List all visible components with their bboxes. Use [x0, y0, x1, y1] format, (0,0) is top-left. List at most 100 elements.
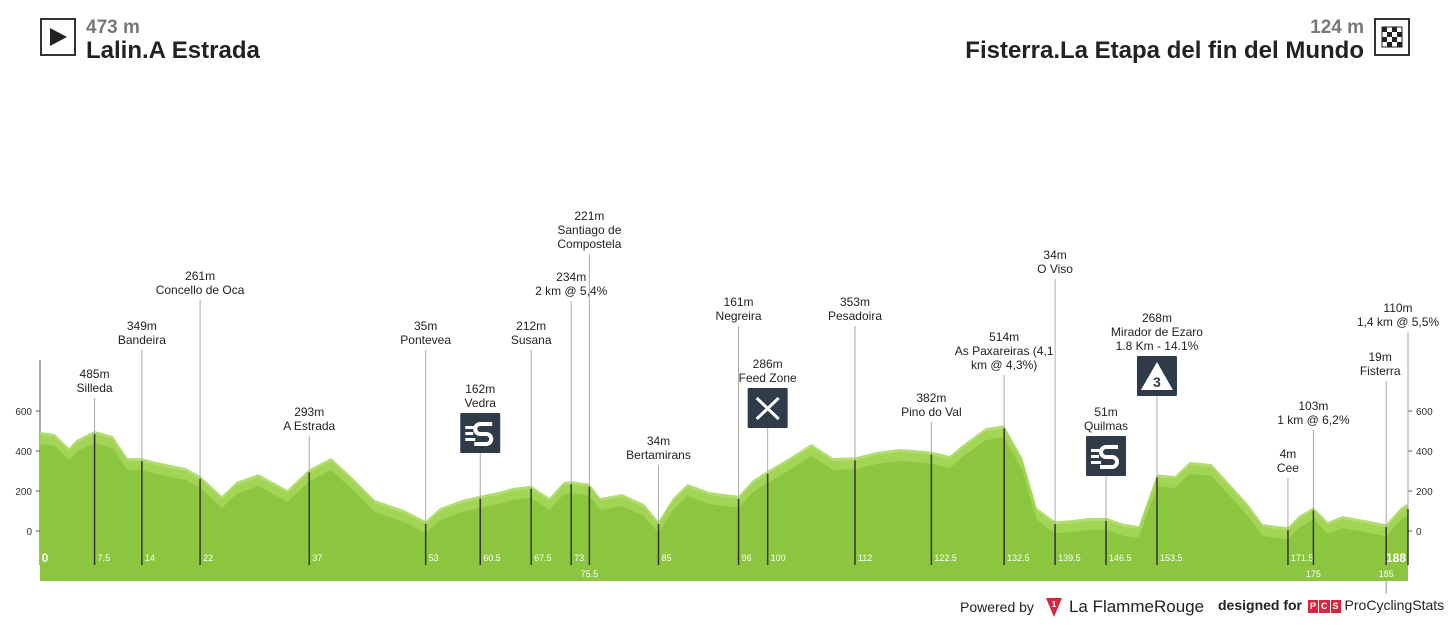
km-axis-bar: [40, 565, 1408, 581]
marker-elevation-label: 349m: [127, 319, 157, 333]
start-play-icon: [40, 18, 76, 56]
marker-name-label: Quilmas: [1084, 419, 1128, 433]
marker-name-label: Bertamirans: [626, 448, 691, 462]
y-tick-label-right: 400: [1416, 447, 1433, 458]
marker-name-label: Pino do Val: [901, 405, 962, 419]
profile-highlight: [40, 425, 1408, 540]
marker-name-label: Compostela: [557, 237, 621, 251]
finish-flag-icon: [1374, 18, 1410, 56]
marker-elevation-label: 34m: [647, 434, 670, 448]
x-tick-label: 132.5: [1007, 553, 1030, 563]
marker-name-label: Feed Zone: [739, 371, 797, 385]
marker-elevation-label: 293m: [294, 405, 324, 419]
y-tick-label-left: 400: [15, 447, 32, 458]
x-tick-label: 73: [574, 553, 584, 563]
sprint-stripe: [465, 426, 476, 429]
x-tick-label: 188: [1386, 551, 1406, 565]
marker-elevation-label: 34m: [1043, 248, 1066, 262]
marker-name-label: Cee: [1277, 461, 1299, 475]
x-tick-label: 0: [42, 551, 49, 565]
marker-name-label: A Estrada: [283, 419, 335, 433]
marker-elevation-label: 162m: [465, 382, 495, 396]
marker-elevation-label: 485m: [80, 367, 110, 381]
marker-name-label: Pontevea: [400, 333, 451, 347]
start-header: 473 m Lalin.A Estrada: [40, 18, 260, 64]
x-tick-label: 100: [771, 553, 786, 563]
x-tick-label: 60.5: [483, 553, 501, 563]
sprint-stripe: [1091, 455, 1100, 458]
x-tick-label: 85: [662, 553, 672, 563]
x-tick-label: 175: [1306, 569, 1321, 579]
marker-elevation-label: 35m: [414, 319, 437, 333]
sprint-s-glyph: [473, 422, 494, 446]
designed-for-text: designed for: [1218, 596, 1303, 613]
marker-name-label: 1.8 Km - 14.1%: [1116, 339, 1199, 353]
x-tick-label: 171.5: [1291, 553, 1314, 563]
marker-elevation-label: 110m: [1383, 301, 1412, 315]
marker-elevation-label: 221m: [574, 209, 604, 223]
kom-triangle-glyph: [1140, 362, 1173, 390]
marker-name-label: O Viso: [1037, 262, 1073, 276]
x-tick-label: 75.5: [581, 569, 599, 579]
marker-elevation-label: 161m: [724, 295, 754, 309]
marker-elevation-label: 234m: [556, 270, 586, 284]
y-tick-label-right: 600: [1416, 407, 1433, 418]
y-tick-label-right: 200: [1416, 487, 1433, 498]
marker-elevation-label: 19m: [1368, 350, 1391, 364]
x-tick-label: 122.5: [934, 553, 957, 563]
powered-by-text: Powered by: [960, 599, 1034, 615]
marker-name-label: Fisterra: [1360, 364, 1401, 378]
sprint-stripe: [1091, 449, 1102, 452]
sprint-s-glyph: [1099, 445, 1119, 469]
x-tick-label: 112: [858, 553, 872, 563]
y-tick-label-right: 0: [1416, 527, 1422, 538]
sprint-stripe: [1091, 461, 1102, 464]
x-tick-label: 185: [1379, 569, 1394, 579]
marker-elevation-label: 51m: [1094, 405, 1117, 419]
sprint-stripe: [465, 438, 476, 441]
marker-elevation-label: 353m: [840, 295, 870, 309]
marker-name-label: Concello de Oca: [156, 283, 245, 297]
x-tick-label: 22: [203, 553, 213, 563]
marker-name-label: 1 km @ 6,2%: [1277, 413, 1350, 427]
marker-elevation-label: 514m: [989, 330, 1019, 344]
marker-name-label: Vedra: [465, 396, 497, 410]
marker-name-label: 2 km @ 5,4%: [535, 284, 608, 298]
x-tick-label: 146.5: [1109, 553, 1132, 563]
x-tick-label: 53: [429, 553, 439, 563]
x-tick-label: 96: [742, 553, 752, 563]
lfr-logo[interactable]: 1 La FlammeRouge: [1044, 596, 1204, 618]
marker-name-label: Mirador de Ezaro: [1111, 325, 1203, 339]
marker-elevation-label: 382m: [916, 391, 946, 405]
knife-glyph: [755, 396, 780, 421]
x-tick-label: 14: [145, 553, 155, 563]
finish-name: Fisterra.La Etapa del fin del Mundo: [965, 37, 1364, 64]
powered-by-footer: Powered by 1 La FlammeRouge: [960, 596, 1204, 618]
marker-name-label: Pesadoira: [828, 309, 882, 323]
svg-text:1: 1: [1052, 600, 1057, 609]
marker-elevation-label: 286m: [753, 357, 783, 371]
y-tick-label-left: 200: [15, 487, 32, 498]
start-name: Lalin.A Estrada: [86, 37, 260, 64]
start-elevation: 473 m: [86, 17, 140, 38]
finish-elevation: 124 m: [1310, 17, 1364, 38]
marker-elevation-label: 103m: [1298, 399, 1328, 413]
marker-name-label: Santiago de: [557, 223, 621, 237]
x-tick-label: 139.5: [1058, 553, 1081, 563]
lfr-brand-text: La FlammeRouge: [1068, 597, 1205, 616]
x-tick-label: 153.5: [1160, 553, 1183, 563]
marker-elevation-label: 4m: [1280, 447, 1297, 461]
pcs-brand-text: ProCyclingStats: [1344, 596, 1445, 613]
lfr-flame-icon: 1: [1045, 598, 1062, 617]
x-tick-label: 37: [312, 553, 322, 563]
marker-name-label: 1,4 km @ 5,5%: [1357, 315, 1440, 329]
marker-name-label: Susana: [511, 333, 552, 347]
marker-name-label: Silleda: [77, 381, 113, 395]
marker-elevation-label: 212m: [516, 319, 546, 333]
x-tick-label: 7.5: [98, 553, 111, 563]
marker-name-label: km @ 4,3%): [971, 358, 1037, 372]
